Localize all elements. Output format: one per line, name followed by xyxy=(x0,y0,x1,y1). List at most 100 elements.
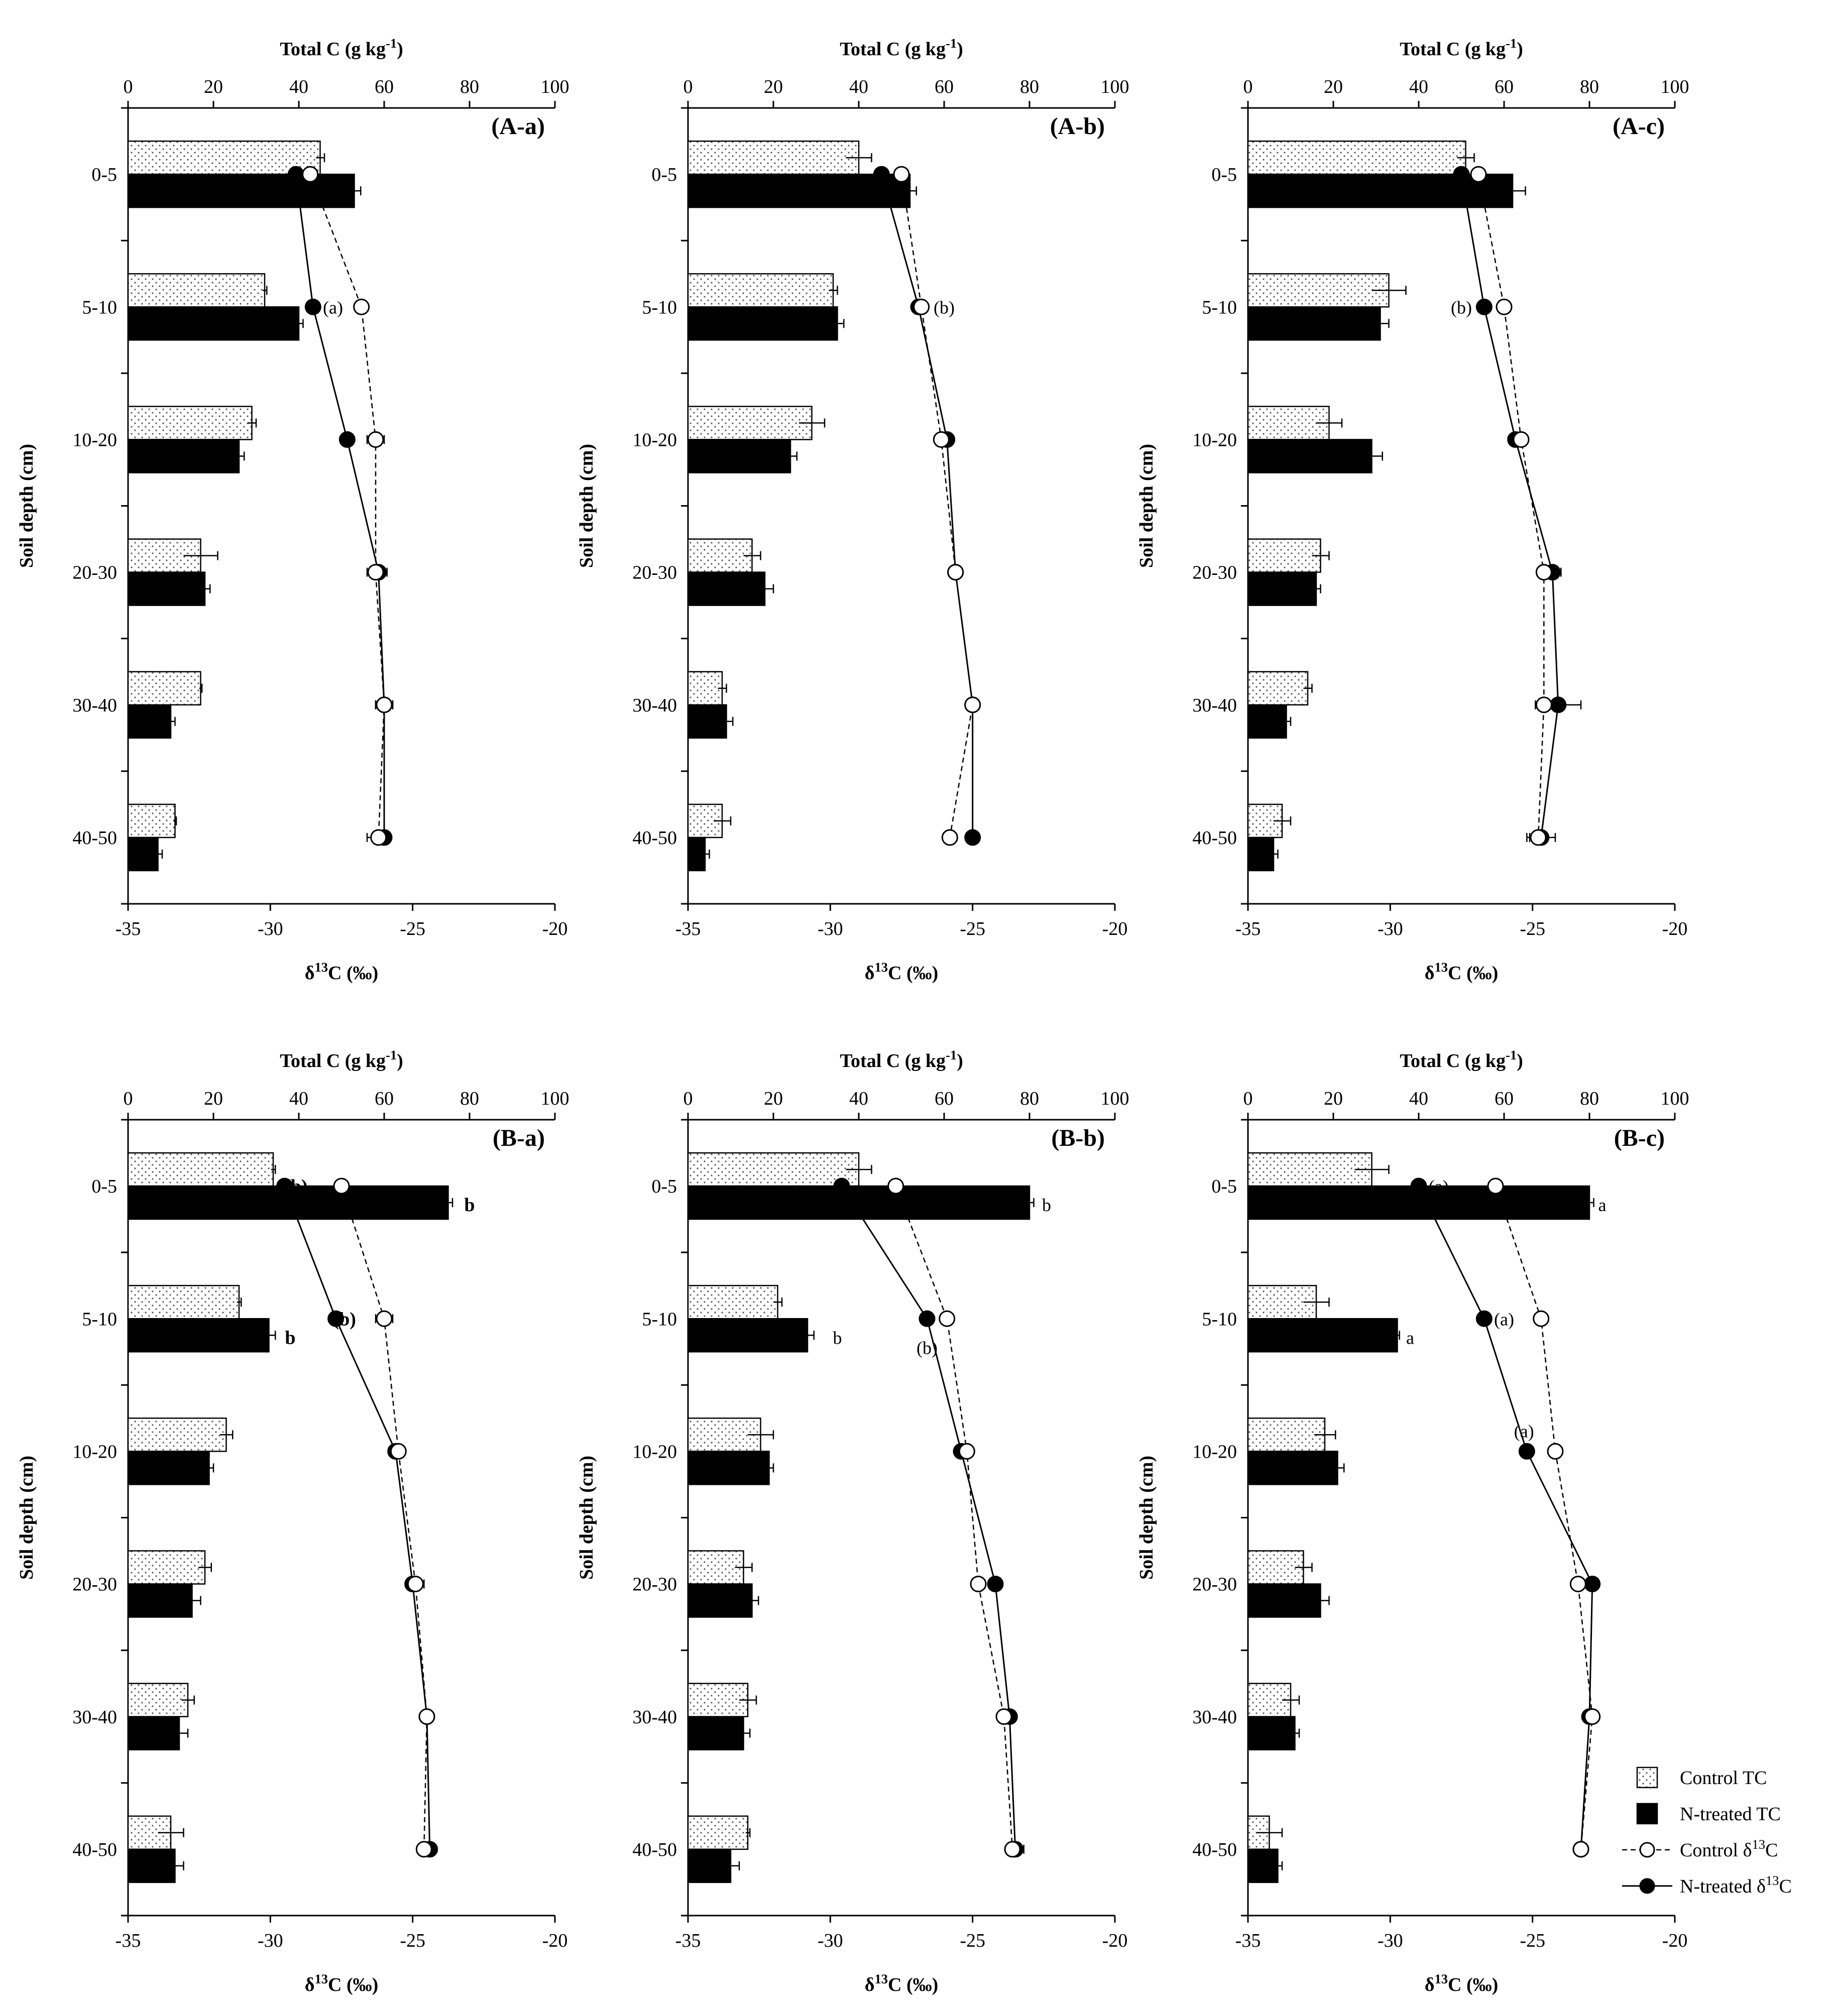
control-tc-bar xyxy=(127,1550,206,1585)
top-tick-label: 20 xyxy=(764,76,783,97)
top-tick-label: 80 xyxy=(1580,76,1599,97)
ntreated-tc-bar xyxy=(687,1318,809,1353)
ntreated-tc-bar xyxy=(127,1451,210,1485)
bottom-tick-label: -35 xyxy=(675,1930,701,1951)
control-tc-bar xyxy=(687,140,860,175)
control-d13c-point xyxy=(370,829,387,846)
control-d13c-line xyxy=(895,1185,1013,1849)
top-tick-label: 40 xyxy=(1409,1088,1428,1109)
legend: Control TC N-treated TC Control δ13C N-trea… xyxy=(1622,1766,1792,1897)
bottom-tick-label: -35 xyxy=(675,918,701,939)
bottom-tick-label: -20 xyxy=(1102,918,1128,939)
ntreated-tc-bar xyxy=(1247,1318,1398,1353)
control-tc-bar xyxy=(1247,273,1390,308)
bottom-axis-title: δ13C (‰) xyxy=(1425,1971,1499,1995)
significance-annotation: (a) xyxy=(323,297,343,317)
panel-b-b: 0 20 40 60 80 100 -35 -30 -25 -20 0-5 5-10 10-20 20-3… xyxy=(576,1047,1129,1995)
top-axis-title: Total C (g kg-1) xyxy=(840,1047,963,1072)
control-d13c-point xyxy=(407,1576,424,1593)
control-d13c-point xyxy=(939,1310,956,1327)
legend-label: N-treated TC xyxy=(1680,1804,1781,1825)
ntreated-d13c-point xyxy=(1475,298,1493,315)
significance-annotation: (b) xyxy=(332,1309,356,1330)
significance-annotation: (b) xyxy=(917,1338,938,1358)
ntreated-d13c-line xyxy=(295,174,385,838)
depth-tick-label: 10-20 xyxy=(1192,1441,1237,1462)
bottom-tick-label: -20 xyxy=(542,1930,568,1951)
panel-b-a: 0 20 40 60 80 100 -35 -30 -25 -20 0-5 5-10 10-20 20-3… xyxy=(16,1047,569,1995)
ntreated-d13c-point xyxy=(1453,166,1470,183)
ntreated-d13c-point xyxy=(304,298,321,315)
ntreated-tc-bar xyxy=(127,1318,270,1353)
control-tc-bar xyxy=(1247,140,1466,175)
y-axis-title: Soil depth (cm) xyxy=(576,1456,597,1580)
bottom-tick-label: -30 xyxy=(1378,918,1403,939)
panel-a-c: 0 20 40 60 80 100 -35 -30 -25 -20 0-5 5-10 10-20 20-3… xyxy=(1136,36,1689,984)
control-d13c-point xyxy=(367,431,384,448)
panel-label: (B-c) xyxy=(1614,1125,1665,1151)
control-d13c-line xyxy=(309,174,385,838)
ntreated-tc-bar xyxy=(687,1583,753,1618)
ntreated-d13c-point xyxy=(919,1310,936,1327)
depth-tick-label: 40-50 xyxy=(72,827,117,849)
control-tc-bar xyxy=(127,406,253,440)
control-tc-bar xyxy=(687,1683,749,1717)
bottom-axis-title: δ13C (‰) xyxy=(865,960,939,984)
depth-tick-label: 5-10 xyxy=(642,1309,677,1330)
ntreated-d13c-point xyxy=(338,431,356,448)
bottom-axis-title: δ13C (‰) xyxy=(305,1971,379,1995)
depth-tick-label: 30-40 xyxy=(1192,1707,1237,1728)
control-d13c-point xyxy=(1496,298,1513,315)
bottom-tick-label: -20 xyxy=(1662,918,1688,939)
top-tick-label: 80 xyxy=(1020,1088,1039,1109)
significance-annotation: b xyxy=(464,1195,475,1216)
ntreated-d13c-point xyxy=(1550,696,1567,714)
top-tick-label: 80 xyxy=(460,1088,479,1109)
control-d13c-point xyxy=(913,298,930,315)
top-tick-label: 100 xyxy=(1661,76,1689,97)
control-d13c-point xyxy=(1487,1177,1504,1195)
depth-tick-label: 20-30 xyxy=(72,1574,117,1595)
ntreated-tc-bar xyxy=(687,1185,1031,1220)
control-tc-bar xyxy=(1247,671,1309,705)
top-tick-label: 80 xyxy=(1580,1088,1599,1109)
ntreated-d13c-line xyxy=(880,174,974,838)
significance-annotation: (b) xyxy=(1451,297,1472,317)
ntreated-tc-bar xyxy=(1247,1583,1321,1618)
control-tc-bar xyxy=(687,406,813,440)
top-tick-label: 20 xyxy=(764,1088,783,1109)
depth-tick-label: 0-5 xyxy=(1211,1176,1237,1197)
control-d13c-point xyxy=(941,829,958,846)
ntreated-tc-bar xyxy=(127,439,240,473)
ntreated-tc-bar xyxy=(127,306,300,341)
depth-tick-label: 5-10 xyxy=(82,297,117,318)
significance-annotation: (b) xyxy=(934,297,955,317)
control-d13c-line xyxy=(1495,1185,1593,1850)
depth-tick-label: 5-10 xyxy=(82,1309,117,1330)
depth-tick-label: 30-40 xyxy=(632,695,677,716)
depth-tick-label: 5-10 xyxy=(1202,297,1237,318)
control-d13c-point xyxy=(1470,166,1487,183)
top-tick-label: 60 xyxy=(375,1088,394,1109)
top-tick-label: 40 xyxy=(289,1088,308,1109)
control-tc-bar xyxy=(687,273,834,308)
top-tick-label: 60 xyxy=(1495,76,1514,97)
top-tick-label: 0 xyxy=(124,1088,133,1109)
control-tc-bar xyxy=(127,671,201,705)
control-d13c-point xyxy=(367,564,384,581)
depth-tick-label: 20-30 xyxy=(632,562,677,583)
control-d13c-point xyxy=(415,1841,432,1858)
top-tick-label: 0 xyxy=(124,76,133,97)
ntreated-d13c-point xyxy=(873,166,890,183)
control-tc-bar xyxy=(687,538,753,573)
panel-a-b: 0 20 40 60 80 100 -35 -30 -25 -20 0-5 5-10 10-20 20-3… xyxy=(576,36,1129,984)
control-tc-bar xyxy=(1247,1550,1304,1585)
depth-tick-label: 20-30 xyxy=(632,1574,677,1595)
depth-tick-label: 10-20 xyxy=(72,1441,117,1462)
control-d13c-point xyxy=(1530,829,1547,846)
control-d13c-point xyxy=(964,696,981,714)
ntreated-tc-bar xyxy=(1247,173,1514,208)
legend-swatch-ntreated-tc xyxy=(1636,1803,1658,1825)
control-d13c-point xyxy=(1569,1576,1586,1593)
bottom-tick-label: -30 xyxy=(1378,1930,1403,1951)
